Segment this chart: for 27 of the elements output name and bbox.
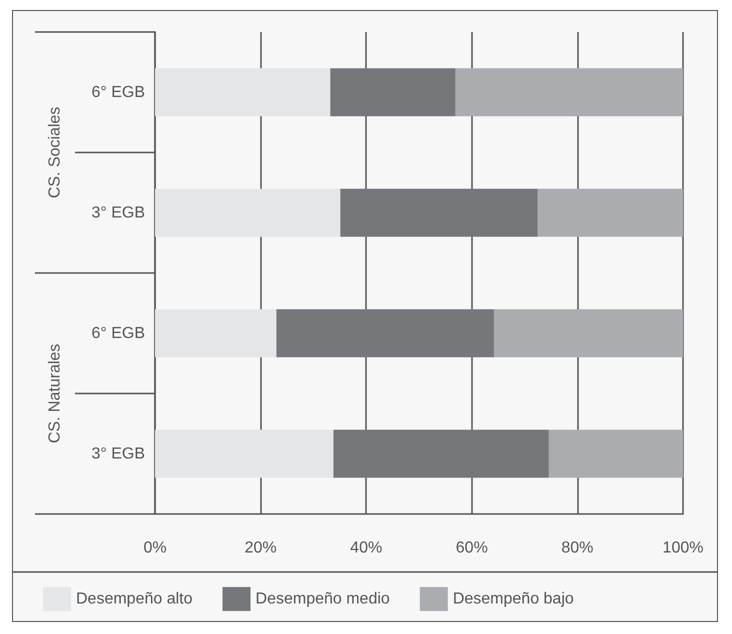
bar: [340, 188, 538, 237]
text: CS. Sociales: [46, 106, 64, 198]
bar: [276, 309, 494, 358]
y-tick-label: 6° EGB: [91, 84, 145, 101]
bar: [330, 68, 456, 116]
legend-label: Desempeño medio: [256, 590, 390, 608]
y-tick-label: 6° EGB: [91, 324, 145, 342]
legend-label: Desempeño bajo: [452, 590, 574, 608]
bar: [494, 309, 683, 358]
bar: [548, 430, 683, 478]
x-tick-label: 40%: [350, 540, 382, 556]
x-tick-label: 20%: [244, 540, 277, 556]
x-tick-label: 100%: [662, 540, 704, 556]
text: CS. Naturales: [46, 344, 64, 444]
y-tick-label: 3° EGB: [91, 445, 145, 462]
bar: [333, 430, 549, 478]
bar: [155, 430, 334, 478]
x-tick-label: 0%: [143, 540, 167, 556]
bar: [155, 68, 330, 116]
x-tick-label: 80%: [561, 540, 594, 556]
y-tick-label: 3° EGB: [91, 204, 145, 222]
bar: [155, 309, 276, 358]
bar: [455, 68, 683, 116]
x-tick-label: 60%: [456, 540, 488, 556]
bar: [155, 188, 340, 237]
legend-label: Desempeño alto: [76, 590, 193, 608]
bar: [538, 188, 683, 237]
